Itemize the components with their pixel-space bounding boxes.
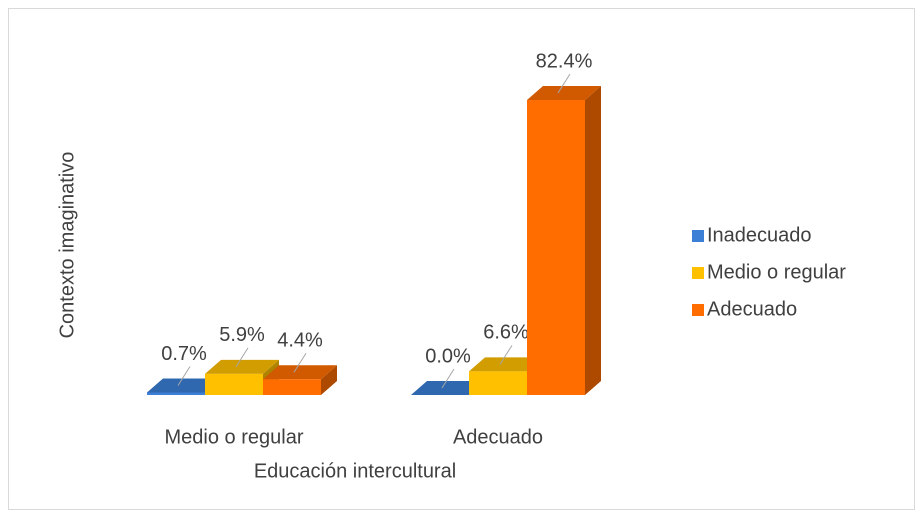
bar-front: [205, 373, 263, 395]
legend-label: Medio o regular: [707, 261, 846, 283]
x-tick-label: Medio o regular: [165, 426, 304, 448]
bar-top: [147, 378, 221, 393]
leader-line: [235, 347, 249, 368]
data-label: 4.4%: [277, 330, 323, 352]
data-label: 6.6%: [483, 322, 529, 344]
bar-top: [263, 365, 337, 380]
bar-top: [527, 86, 601, 100]
data-label: 0.0%: [425, 345, 471, 367]
legend-label: Adecuado: [707, 298, 797, 320]
bar-front: [147, 392, 205, 395]
data-label: 5.9%: [219, 324, 265, 346]
y-axis-title: Contexto imaginativo: [56, 152, 78, 339]
bar-front: [263, 379, 321, 395]
bar-front: [527, 100, 585, 395]
chart-border: [8, 8, 915, 510]
bar-top: [469, 357, 543, 372]
bar-top: [205, 359, 279, 374]
bar: [411, 381, 485, 395]
leader-line: [293, 352, 307, 373]
data-label: 0.7%: [161, 343, 207, 365]
bar-top: [411, 381, 485, 395]
x-axis-title: Educación intercultural: [254, 460, 456, 482]
data-label: 82.4%: [536, 50, 593, 72]
bar-side: [585, 86, 601, 395]
bar: [263, 365, 337, 395]
bar-side: [321, 365, 337, 395]
bar-front: [469, 371, 527, 395]
leader-line: [557, 73, 571, 94]
leader-line: [177, 366, 191, 386]
legend-swatch: [692, 267, 704, 279]
x-tick-label: Adecuado: [453, 426, 543, 448]
legend-swatch: [692, 230, 704, 242]
leader-line: [441, 368, 455, 389]
leader-line: [499, 345, 513, 365]
legend-label: Inadecuado: [707, 224, 812, 246]
bar: [527, 86, 601, 395]
legend-swatch: [692, 304, 704, 316]
